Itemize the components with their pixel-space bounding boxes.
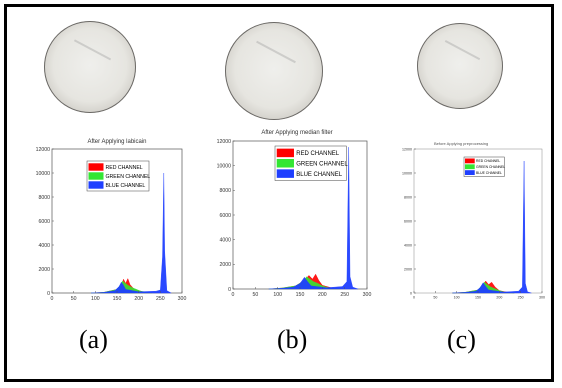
histogram-chart-b: After Applying median filter 0 50 100 150 20… — [217, 130, 372, 298]
x-tick-label: 0 — [413, 296, 415, 300]
y-tick-label: 2000 — [404, 267, 412, 271]
legend-label-red: RED CHANNEL — [476, 159, 500, 163]
y-tick-label: 8000 — [404, 195, 412, 199]
series-blue-channel — [268, 147, 359, 290]
x-tick-label: 100 — [454, 296, 460, 300]
x-tick-label: 250 — [518, 296, 524, 300]
y-tick-label: 10000 — [217, 163, 232, 169]
x-tick-label: 200 — [496, 296, 502, 300]
petri-dish-image-a — [44, 21, 136, 113]
y-tick-label: 12000 — [402, 147, 412, 151]
x-tick-label: 50 — [71, 296, 77, 302]
y-tick-label: 0 — [47, 291, 50, 297]
caption-a: (a) — [79, 325, 108, 354]
chart-title: Before Applying preprocessing — [434, 141, 488, 146]
y-tick-label: 12000 — [36, 147, 51, 153]
x-tick-label: 250 — [156, 296, 165, 302]
x-tick-label: 50 — [252, 292, 258, 298]
series-layer — [452, 160, 532, 294]
series-layer — [90, 172, 172, 294]
y-tick-label: 6000 — [219, 213, 231, 219]
petri-dish-image-c — [417, 23, 503, 109]
y-tick-label: 2000 — [219, 262, 231, 268]
x-tick-label: 150 — [296, 292, 305, 298]
legend: RED CHANNEL GREEN CHANNEL BLUE CHANNEL — [463, 156, 505, 177]
chart-title: After Applying median filter — [261, 130, 332, 136]
legend-label-blue: BLUE CHANNEL — [106, 183, 146, 189]
y-tick-label: 10000 — [36, 171, 51, 177]
histogram-chart-c: Before Applying preprocessing 0 50 100 150 2… — [402, 141, 545, 300]
y-tick-label: 8000 — [219, 188, 231, 194]
axis-layer: 0 50 100 150 200 250 300 0 2000 4000 6000 8000 10000… — [217, 139, 372, 298]
legend-swatch-red — [464, 158, 475, 164]
caption-b: (b) — [277, 325, 308, 354]
x-tick-label: 0 — [232, 292, 235, 298]
y-tick-label: 0 — [228, 287, 231, 293]
series-blue-channel — [452, 160, 532, 294]
legend-swatch-red — [276, 148, 294, 158]
y-tick-label: 4000 — [38, 243, 50, 249]
chart-title: After Applying labicain — [87, 139, 146, 145]
x-tick-label: 100 — [273, 292, 282, 298]
x-tick-label: 300 — [539, 296, 545, 300]
x-tick-label: 300 — [178, 296, 187, 302]
legend-label-green: GREEN CHANNEL — [106, 174, 151, 180]
y-tick-label: 10000 — [402, 171, 412, 175]
legend-swatch-green — [88, 172, 104, 180]
axis-layer: 0 50 100 150 200 250 300 0 2000 4000 6000 8000 10000… — [36, 147, 187, 302]
legend-label-blue: BLUE CHANNEL — [296, 172, 342, 178]
x-tick-label: 150 — [475, 296, 481, 300]
axis-layer: 0 50 100 150 200 250 300 0 2000 4000 6000 8000 10000… — [402, 147, 545, 299]
x-tick-label: 250 — [340, 292, 349, 298]
x-tick-label: 150 — [113, 296, 122, 302]
y-tick-label: 0 — [410, 291, 412, 295]
x-tick-label: 300 — [363, 292, 372, 298]
legend-swatch-blue — [464, 170, 475, 176]
petri-dish-image-b — [225, 22, 323, 120]
y-tick-label: 8000 — [38, 195, 50, 201]
y-tick-label: 4000 — [219, 237, 231, 243]
legend-swatch-blue — [88, 181, 104, 189]
x-tick-label: 200 — [318, 292, 327, 298]
legend-swatch-blue — [276, 169, 294, 178]
x-tick-label: 50 — [433, 296, 437, 300]
series-blue-channel — [90, 172, 172, 294]
y-tick-label: 6000 — [38, 219, 50, 225]
x-tick-label: 0 — [51, 296, 54, 302]
legend-swatch-green — [464, 164, 475, 170]
y-tick-label: 2000 — [38, 267, 50, 273]
series-layer — [268, 147, 359, 290]
figure-frame: After Applying labicain 0 50 100 150 200 250 3… — [4, 4, 554, 382]
y-tick-label: 4000 — [404, 243, 412, 247]
legend: RED CHANNEL GREEN CHANNEL BLUE CHANNEL — [274, 145, 348, 181]
legend-swatch-red — [88, 163, 104, 171]
legend-label-green: GREEN CHANNEL — [476, 165, 505, 169]
legend-label-green: GREEN CHANNEL — [296, 162, 348, 168]
legend-label-red: RED CHANNEL — [296, 151, 339, 157]
x-tick-label: 100 — [91, 296, 100, 302]
histogram-chart-a: After Applying labicain 0 50 100 150 200 250 3… — [36, 139, 187, 302]
y-tick-label: 12000 — [217, 139, 232, 145]
x-tick-label: 200 — [134, 296, 143, 302]
legend: RED CHANNEL GREEN CHANNEL BLUE CHANNEL — [86, 160, 151, 192]
caption-c: (c) — [447, 325, 476, 354]
y-tick-label: 6000 — [404, 219, 412, 223]
legend-label-red: RED CHANNEL — [106, 165, 143, 171]
legend-label-blue: BLUE CHANNEL — [476, 171, 502, 175]
legend-swatch-green — [276, 158, 294, 168]
